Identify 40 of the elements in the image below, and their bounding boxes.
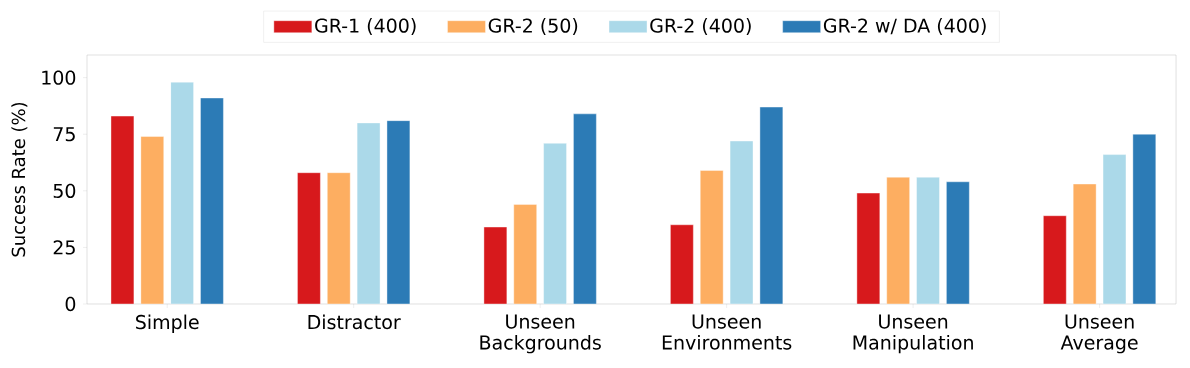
bar [200,97,224,304]
bar [1043,215,1067,304]
y-tick-label: 50 [53,183,76,198]
x-tick-label: Unseen Backgrounds [480,314,601,354]
x-tick-label: Distractor [308,314,401,330]
bar [886,177,910,304]
bar [140,136,164,304]
legend-label: GR-1 (400) [315,18,416,36]
bar [170,81,194,304]
bar [327,172,351,304]
x-tick-label: Unseen Environments [662,314,792,350]
bar [513,204,537,304]
bar [386,120,411,304]
bar [1102,154,1127,304]
legend-label: GR-2 (50) [488,18,578,36]
bar [729,140,754,304]
bar [543,143,567,304]
y-tick-label: 75 [53,127,75,142]
y-tick-label: 25 [53,240,75,255]
bar [759,106,784,304]
bar [1073,183,1097,304]
y-tick-label: 0 [65,296,76,312]
x-tick-label: Unseen Manipulation [853,314,973,354]
y-axis-title: Success Rate (%) [11,102,28,257]
legend-label: GR-2 (400) [650,18,751,36]
bar [573,113,597,304]
x-tick-label: Unseen Average [1060,314,1138,354]
bar [356,122,381,304]
bar [916,177,940,304]
bar [110,115,135,304]
bar [670,224,694,304]
bar [946,181,970,304]
bar [856,192,881,304]
bar [483,226,508,304]
bar [700,170,724,304]
bar [1132,134,1156,304]
y-tick-label: 100 [42,70,76,85]
x-tick-label: Simple [136,314,199,333]
bar [297,172,321,304]
legend-label: GR-2 w/ DA (400) [823,18,986,36]
